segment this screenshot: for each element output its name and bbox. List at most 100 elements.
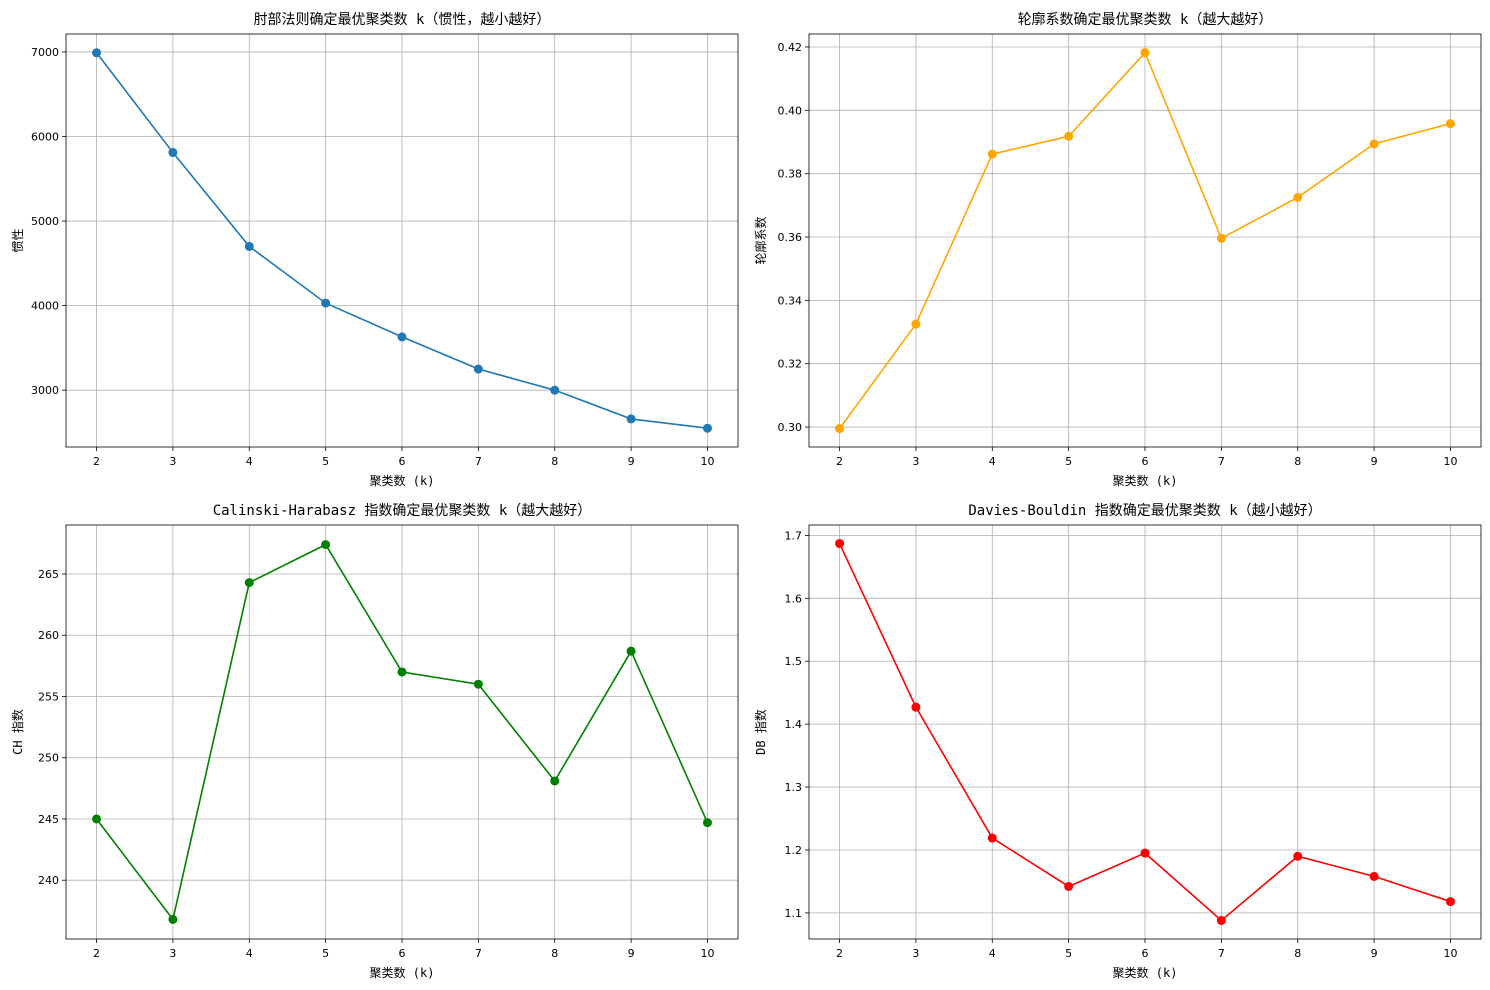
data-point (168, 914, 178, 924)
y-tick-label: 1.7 (785, 529, 803, 542)
x-tick-label: 10 (700, 455, 714, 468)
x-tick-label: 7 (1218, 947, 1225, 960)
y-tick-label: 4000 (31, 300, 59, 313)
x-tick-label: 4 (246, 947, 253, 960)
data-point (987, 833, 997, 843)
y-tick-label: 265 (38, 568, 59, 581)
data-point (1216, 233, 1226, 243)
y-tick-label: 0.32 (778, 358, 803, 371)
x-tick-label: 2 (836, 455, 843, 468)
x-axis-label: 聚类数 (k) (370, 965, 435, 980)
data-point (835, 424, 845, 434)
data-point (473, 364, 483, 374)
y-tick-label: 1.1 (785, 907, 803, 920)
y-tick-label: 6000 (31, 130, 59, 143)
data-point (626, 414, 636, 424)
data-point (1216, 915, 1226, 925)
y-tick-label: 245 (38, 813, 59, 826)
data-point (1140, 48, 1150, 58)
y-tick-label: 1.2 (785, 844, 803, 857)
y-tick-label: 1.4 (785, 718, 803, 731)
y-tick-label: 1.3 (785, 781, 803, 794)
data-point (92, 48, 102, 58)
data-point (626, 646, 636, 656)
data-point (1064, 131, 1074, 141)
y-tick-label: 0.38 (778, 168, 803, 181)
chart-4: 2 3 4 5 6 7 8 9 10 1.1 1.2 1.3 1.4 1.5 1.6 1.7 Davies-Bo… (753, 503, 1482, 980)
x-axis-label: 聚类数 (k) (370, 473, 435, 488)
data-point (911, 319, 921, 329)
chart-2: 2 3 4 5 6 7 8 9 10 0.30 0.32 0.34 0.36 0.38 0.40 0.42 轮廓… (753, 11, 1482, 488)
x-tick-label: 9 (1371, 455, 1378, 468)
x-tick-label: 6 (399, 947, 406, 960)
data-point (397, 332, 407, 342)
x-tick-label: 6 (1142, 455, 1149, 468)
chart-title: Calinski-Harabasz 指数确定最优聚类数 k（越大越好） (213, 503, 592, 519)
x-tick-label: 3 (169, 947, 176, 960)
x-tick-label: 8 (551, 947, 558, 960)
chart-3: 2 3 4 5 6 7 8 9 10 240 245 250 255 260 265 Calinski-Har… (10, 503, 739, 980)
x-tick-label: 3 (169, 455, 176, 468)
y-tick-label: 250 (38, 752, 59, 765)
x-tick-label: 5 (322, 947, 329, 960)
x-tick-label: 9 (1371, 947, 1378, 960)
y-tick-label: 1.6 (785, 592, 803, 605)
x-tick-label: 6 (1142, 947, 1149, 960)
data-point (835, 539, 845, 549)
chart-title: Davies-Bouldin 指数确定最优聚类数 k（越小越好） (968, 503, 1321, 519)
data-point (397, 667, 407, 677)
y-tick-label: 0.40 (778, 104, 803, 117)
x-tick-label: 9 (628, 455, 635, 468)
x-tick-label: 8 (1294, 947, 1301, 960)
data-point (550, 385, 560, 395)
x-tick-label: 7 (475, 947, 482, 960)
y-tick-label: 255 (38, 690, 59, 703)
y-tick-label: 1.5 (785, 655, 803, 668)
x-axis-label: 聚类数 (k) (1113, 473, 1178, 488)
data-point (1445, 897, 1455, 907)
data-point (473, 679, 483, 689)
x-tick-label: 4 (989, 455, 996, 468)
x-tick-label: 10 (1443, 455, 1457, 468)
y-tick-label: 0.36 (778, 231, 803, 244)
x-axis-label: 聚类数 (k) (1113, 965, 1178, 980)
x-tick-label: 5 (322, 455, 329, 468)
x-tick-label: 10 (1443, 947, 1457, 960)
x-tick-label: 4 (989, 947, 996, 960)
x-tick-label: 7 (475, 455, 482, 468)
x-tick-label: 2 (93, 947, 100, 960)
x-tick-label: 2 (836, 947, 843, 960)
y-axis-label: 轮廓系数 (753, 216, 768, 264)
data-point (1064, 881, 1074, 891)
y-axis-label: 惯性 (10, 228, 25, 252)
y-tick-label: 260 (38, 629, 59, 642)
y-tick-label: 0.30 (778, 421, 803, 434)
data-point (244, 241, 254, 251)
data-point (1445, 119, 1455, 129)
y-tick-label: 5000 (31, 215, 59, 228)
x-tick-label: 7 (1218, 455, 1225, 468)
y-tick-label: 7000 (31, 46, 59, 59)
data-point (92, 814, 102, 824)
y-axis-label: CH 指数 (10, 709, 25, 755)
x-tick-label: 3 (912, 947, 919, 960)
data-point (244, 578, 254, 588)
data-point (1369, 871, 1379, 881)
data-point (911, 702, 921, 712)
chart-title: 肘部法则确定最优聚类数 k（惯性，越小越好） (254, 11, 551, 28)
x-tick-label: 4 (246, 455, 253, 468)
data-point (168, 148, 178, 158)
y-tick-label: 240 (38, 874, 59, 887)
data-point (321, 540, 331, 550)
data-point (1140, 848, 1150, 858)
y-axis-label: DB 指数 (753, 709, 768, 755)
data-point (702, 423, 712, 433)
chart-title: 轮廓系数确定最优聚类数 k（越大越好） (1018, 11, 1273, 28)
y-tick-label: 0.42 (778, 41, 803, 54)
data-point (702, 818, 712, 828)
y-tick-label: 3000 (31, 384, 59, 397)
data-point (321, 298, 331, 308)
x-tick-label: 5 (1065, 947, 1072, 960)
x-tick-label: 9 (628, 947, 635, 960)
